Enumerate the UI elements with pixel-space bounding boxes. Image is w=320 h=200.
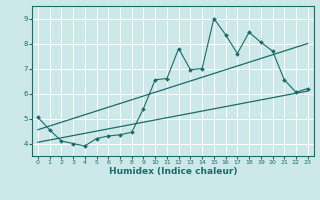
X-axis label: Humidex (Indice chaleur): Humidex (Indice chaleur) <box>108 167 237 176</box>
